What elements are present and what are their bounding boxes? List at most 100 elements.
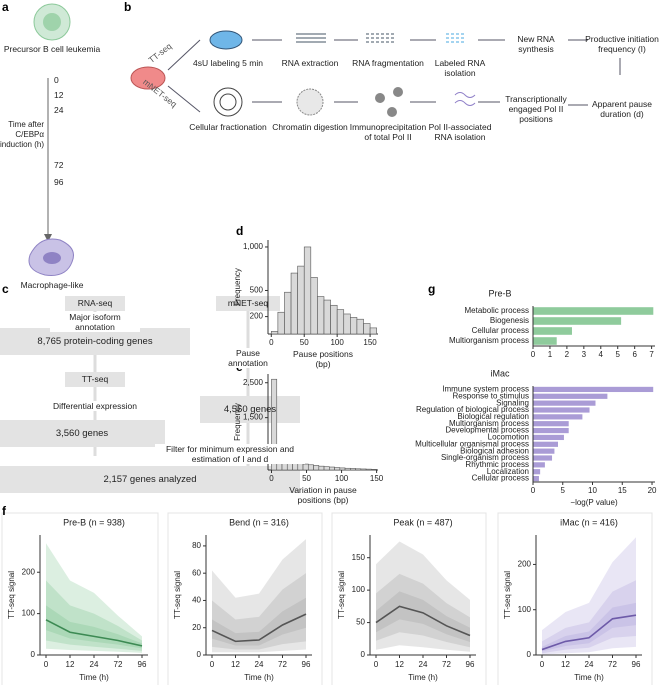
category-label: Response to stimulus bbox=[453, 391, 529, 400]
bar bbox=[533, 469, 541, 475]
bar bbox=[323, 299, 331, 335]
x-tick-label: 96 bbox=[466, 660, 475, 669]
panel-label: a bbox=[2, 0, 9, 14]
bar bbox=[334, 467, 341, 471]
median-line bbox=[211, 613, 307, 643]
bar bbox=[363, 323, 371, 335]
bar bbox=[360, 468, 367, 471]
x-tick-label: 100 bbox=[330, 338, 344, 347]
bar bbox=[329, 466, 335, 471]
x-tick-label: 50 bbox=[300, 338, 309, 347]
quantile-band bbox=[376, 541, 470, 652]
panel-frame bbox=[497, 512, 653, 685]
y-tick-label: 200 bbox=[22, 567, 36, 576]
count-label: 8,765 protein-coding genes bbox=[37, 336, 153, 347]
count-label: 3,560 genes bbox=[55, 428, 109, 439]
x-tick-label: 15 bbox=[618, 486, 627, 495]
y-tick-label: 80 bbox=[192, 541, 201, 550]
bar bbox=[307, 464, 314, 471]
quantile-band bbox=[212, 539, 306, 653]
bar bbox=[533, 421, 569, 427]
y-axis-label: TT-seq signal bbox=[503, 571, 512, 619]
category-label: Multicellular organismal process bbox=[415, 439, 529, 448]
x-tick-label: 0 bbox=[210, 660, 215, 669]
x-tick-label: 12 bbox=[66, 660, 75, 669]
time-label: 12 bbox=[54, 90, 64, 100]
step-label: Labeled RNA isolation bbox=[434, 58, 486, 78]
x-tick-label: 24 bbox=[255, 660, 264, 669]
chart-title: Peak (n = 487) bbox=[393, 517, 452, 527]
x-tick-label: 72 bbox=[278, 660, 287, 669]
y-axis-label: TT-seq signal bbox=[337, 571, 346, 619]
x-tick-label: 2 bbox=[565, 350, 570, 359]
bar bbox=[533, 400, 596, 406]
y-tick-label: 40 bbox=[192, 596, 201, 605]
rna-lines bbox=[296, 33, 326, 43]
chart-title: iMac bbox=[490, 368, 510, 378]
bar bbox=[270, 331, 279, 335]
bar bbox=[355, 468, 362, 471]
bar bbox=[343, 313, 351, 335]
x-axis-label: Variation in pause positions (bp) bbox=[289, 485, 357, 505]
category-label: Metabolic process bbox=[465, 306, 529, 315]
result-label: Transcriptionally engaged Pol II positio… bbox=[505, 94, 567, 124]
x-tick-label: 7 bbox=[649, 350, 654, 359]
x-tick-label: 96 bbox=[302, 660, 311, 669]
bar bbox=[533, 427, 569, 434]
dish-icon bbox=[130, 66, 166, 90]
bar bbox=[533, 337, 557, 345]
method-label: TT-seq bbox=[81, 374, 109, 384]
bar bbox=[533, 393, 608, 399]
y-tick-label: 20 bbox=[192, 623, 201, 632]
bar bbox=[369, 327, 377, 335]
step-label: Differential expression bbox=[40, 401, 150, 411]
step-label: 4sU labeling 5 min bbox=[193, 58, 263, 68]
x-tick-label: 20 bbox=[648, 486, 657, 495]
median-line bbox=[375, 605, 471, 637]
y-tick-label: 0 bbox=[361, 650, 366, 659]
bar bbox=[356, 318, 364, 335]
x-tick-label: 24 bbox=[419, 660, 428, 669]
x-tick-label: 5 bbox=[561, 486, 566, 495]
x-tick-label: 12 bbox=[561, 660, 570, 669]
bar bbox=[318, 465, 325, 471]
bar bbox=[303, 246, 312, 335]
x-tick-label: 12 bbox=[231, 660, 240, 669]
bar bbox=[271, 378, 278, 471]
x-tick-label: 24 bbox=[585, 660, 594, 669]
x-tick-label: 12 bbox=[395, 660, 404, 669]
b-cell-nucleus bbox=[43, 13, 61, 31]
bar bbox=[336, 309, 345, 335]
bar bbox=[290, 272, 298, 335]
x-tick-label: 0 bbox=[44, 660, 49, 669]
bar bbox=[344, 467, 351, 471]
filter-label: Filter for minimum expression and estima… bbox=[155, 444, 305, 464]
x-tick-label: 150 bbox=[370, 474, 384, 483]
category-label: Rhythmic process bbox=[465, 460, 529, 469]
bar bbox=[533, 441, 558, 447]
category-label: Developmental process bbox=[445, 426, 529, 435]
x-axis-label: Pause positions (bp) bbox=[292, 349, 353, 369]
method-label: mNET-seq bbox=[227, 298, 269, 308]
y-tick-label: 100 bbox=[518, 605, 532, 614]
step-label: Immunoprecipitation of total Pol II bbox=[349, 122, 427, 142]
bar bbox=[533, 307, 654, 315]
category-label: Localization bbox=[487, 467, 529, 476]
y-tick-label: 100 bbox=[22, 609, 36, 618]
category-label: Locomotion bbox=[488, 433, 529, 442]
arrow bbox=[167, 39, 201, 71]
pol-icons bbox=[375, 87, 403, 117]
quantile-band bbox=[46, 580, 142, 651]
chromatin-icon bbox=[296, 88, 324, 116]
bar bbox=[533, 462, 545, 468]
cell-label: Macrophage-like bbox=[20, 280, 84, 290]
quantile-band bbox=[542, 537, 636, 655]
step-label: Cellular fractionation bbox=[189, 122, 267, 132]
y-tick-label: 200 bbox=[518, 560, 532, 569]
panel-frame bbox=[331, 512, 487, 685]
count-label: 2,157 genes analyzed bbox=[103, 474, 197, 485]
time-arrow-head bbox=[44, 234, 52, 242]
median-line bbox=[541, 614, 637, 651]
x-tick-label: 3 bbox=[582, 350, 587, 359]
